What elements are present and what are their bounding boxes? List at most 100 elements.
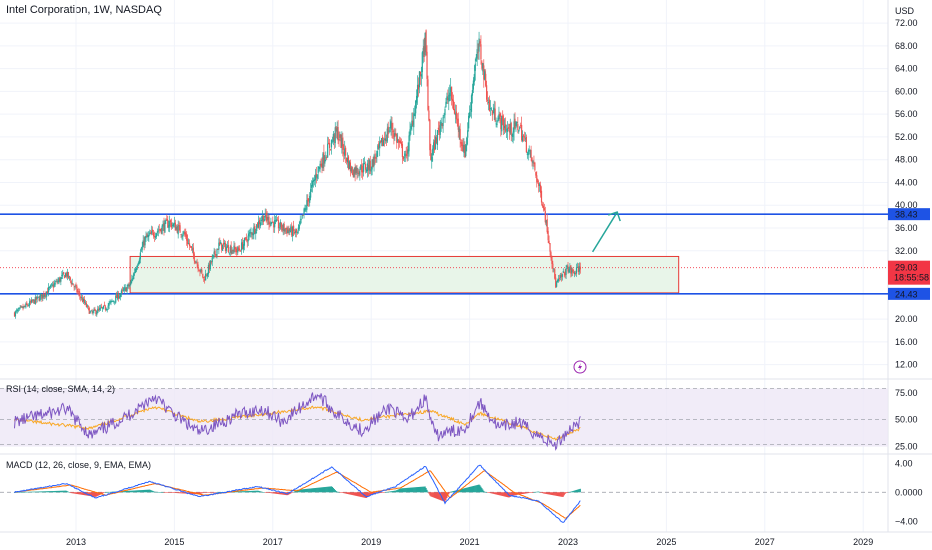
price-tick-label: 68.00 bbox=[895, 41, 918, 51]
candle-body bbox=[242, 244, 245, 250]
macd-histogram-bar bbox=[508, 492, 510, 498]
horizontal-levels bbox=[0, 213, 888, 295]
macd-histogram-bar bbox=[47, 491, 49, 493]
macd-histogram-bar bbox=[96, 492, 98, 497]
candle-body bbox=[561, 274, 563, 277]
price-tick-label: 40.00 bbox=[895, 200, 918, 210]
macd-histogram-bar bbox=[494, 492, 496, 495]
candle-body bbox=[329, 148, 332, 150]
candle-body bbox=[217, 249, 219, 250]
macd-histogram-bar bbox=[569, 491, 571, 493]
macd-histogram-bar bbox=[577, 489, 580, 493]
candle-body bbox=[151, 231, 153, 234]
macd-histogram-bar bbox=[384, 492, 386, 493]
macd-histogram-bar bbox=[189, 492, 192, 494]
macd-histogram-bar bbox=[469, 486, 472, 493]
macd-histogram-bar bbox=[182, 492, 184, 494]
candle-body bbox=[251, 232, 253, 235]
candle-body bbox=[150, 232, 152, 235]
candle-body bbox=[33, 299, 35, 304]
macd-histogram-bar bbox=[73, 492, 75, 494]
candle-body bbox=[419, 71, 421, 76]
macd-histogram-bar bbox=[576, 489, 579, 493]
candle-body bbox=[372, 158, 374, 168]
candle-body bbox=[42, 294, 44, 298]
macd-histogram-bar bbox=[55, 490, 57, 493]
candle-body bbox=[380, 140, 382, 142]
macd-histogram-bar bbox=[514, 492, 516, 496]
lightning-glyph bbox=[578, 363, 582, 371]
candle-body bbox=[460, 142, 462, 144]
candle-body bbox=[219, 241, 221, 244]
candle-body bbox=[190, 246, 193, 249]
candle-body bbox=[316, 174, 318, 179]
projection-arrow bbox=[573, 211, 621, 374]
macd-histogram-bar bbox=[561, 492, 563, 497]
candle-body bbox=[73, 286, 75, 288]
support-zone bbox=[129, 255, 680, 294]
candle-body bbox=[521, 124, 523, 141]
candle-body bbox=[278, 227, 281, 229]
macd-histogram-bar bbox=[29, 491, 31, 493]
macd-histogram-bar bbox=[128, 490, 130, 493]
level-badge-label: 38.43 bbox=[895, 210, 918, 220]
macd-histogram-bar bbox=[418, 486, 421, 493]
candle-body bbox=[147, 235, 149, 238]
candle-body bbox=[490, 108, 492, 110]
macd-histogram-bar bbox=[78, 492, 80, 495]
candle-body bbox=[128, 284, 130, 287]
macd-histogram-bar bbox=[294, 490, 297, 493]
candle-body bbox=[523, 136, 526, 138]
candle-body bbox=[104, 306, 106, 310]
candle-body bbox=[194, 261, 196, 263]
candle-body bbox=[216, 249, 218, 256]
macd-histogram-bar bbox=[470, 486, 473, 493]
macd-histogram-bar bbox=[111, 491, 113, 493]
macd-histogram-bar bbox=[344, 492, 346, 494]
candle-body bbox=[524, 138, 527, 140]
macd-histogram-bar bbox=[127, 490, 129, 493]
macd-histogram-bar bbox=[131, 490, 133, 493]
candle-body bbox=[514, 118, 516, 129]
candle-body bbox=[507, 127, 509, 129]
macd-histogram-bar bbox=[53, 490, 55, 493]
macd-histogram-bar bbox=[410, 487, 412, 493]
macd-histogram-bar bbox=[570, 491, 572, 493]
macd-histogram-bar bbox=[459, 489, 461, 493]
candle-body bbox=[314, 175, 316, 181]
macd-histogram-bar bbox=[342, 492, 344, 493]
macd-histogram-bar bbox=[520, 492, 522, 495]
macd-histogram-bar bbox=[328, 486, 331, 493]
candle-body bbox=[218, 242, 220, 250]
candle-body bbox=[142, 240, 144, 248]
macd-histogram-bar bbox=[511, 492, 513, 497]
macd-histogram-bar bbox=[108, 491, 110, 493]
macd-histogram-bar bbox=[565, 492, 567, 494]
candle-body bbox=[280, 222, 282, 229]
candle-body bbox=[436, 130, 439, 145]
macd-histogram-bar bbox=[269, 492, 271, 493]
candle-body bbox=[252, 233, 254, 236]
macd-histogram-bar bbox=[558, 492, 561, 497]
macd-histogram-bar bbox=[519, 492, 521, 495]
candle-body bbox=[46, 291, 48, 297]
macd-histogram-bar bbox=[320, 487, 322, 493]
macd-histogram-bar bbox=[62, 490, 64, 493]
rsi-tick-label: 25.00 bbox=[895, 442, 918, 452]
macd-histogram-bar bbox=[548, 492, 550, 495]
macd-histogram-bar bbox=[364, 492, 367, 498]
macd-histogram-bar bbox=[419, 486, 421, 493]
candle-body bbox=[102, 305, 105, 309]
candle-body bbox=[177, 225, 179, 235]
candle-body bbox=[330, 140, 333, 148]
candle-body bbox=[186, 235, 188, 241]
candle-body bbox=[248, 233, 250, 237]
candle-body bbox=[224, 243, 227, 251]
macd-histogram-bar bbox=[173, 492, 175, 493]
candle-body bbox=[270, 221, 272, 226]
macd-histogram-bar bbox=[213, 492, 215, 493]
macd-histogram-bar bbox=[132, 490, 134, 493]
candle-body bbox=[24, 305, 26, 307]
macd-histogram-bar bbox=[323, 487, 325, 493]
